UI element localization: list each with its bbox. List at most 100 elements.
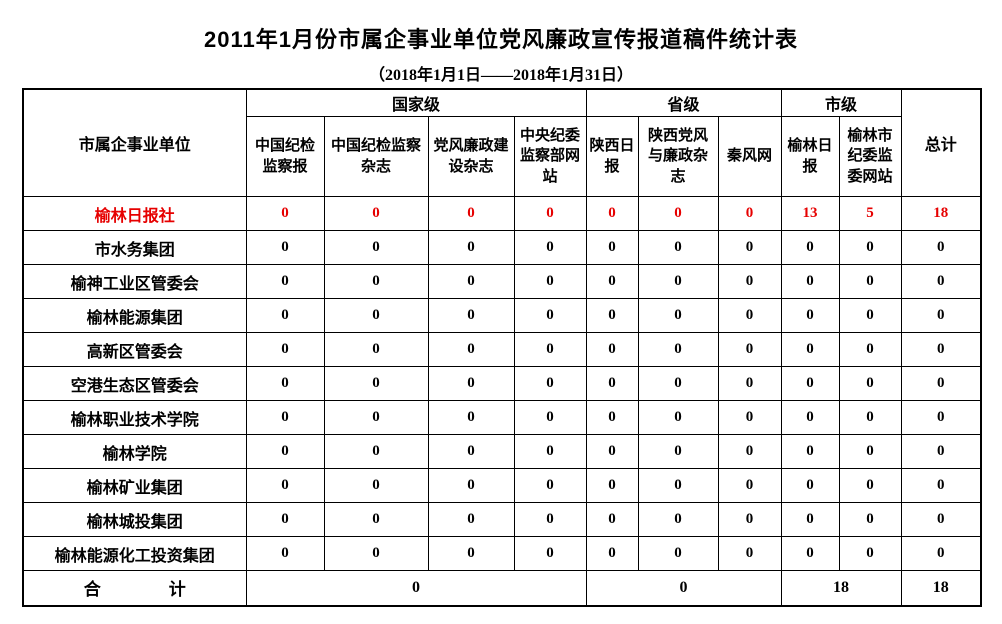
footer-total-label: 合 计 — [22, 570, 247, 606]
group-header-national: 国家级 — [245, 88, 587, 117]
value-cell: 0 — [585, 502, 639, 537]
value-cell: 0 — [323, 366, 429, 401]
value-cell: 0 — [323, 264, 429, 299]
table-row: 榆林能源化工投资集团 0 0 0 0 0 0 0 0 0 0 — [22, 536, 982, 571]
value-cell: 0 — [780, 400, 840, 435]
value-cell: 0 — [245, 332, 325, 367]
table-row: 榆林矿业集团 0 0 0 0 0 0 0 0 0 0 — [22, 468, 982, 503]
value-cell: 0 — [637, 502, 719, 537]
value-cell: 0 — [585, 468, 639, 503]
value-cell: 0 — [780, 298, 840, 333]
value-cell: 0 — [900, 502, 982, 537]
value-cell: 13 — [780, 196, 840, 231]
footer-grand-total: 18 — [900, 570, 982, 606]
value-cell: 0 — [427, 332, 515, 367]
table-row: 榆林城投集团 0 0 0 0 0 0 0 0 0 0 — [22, 502, 982, 537]
table-footer: 合 计 0 0 18 18 — [22, 570, 982, 606]
table-header: 市属企事业单位 国家级 省级 市级 总计 中国纪检监察报 中国纪检监察杂志 党风… — [22, 88, 982, 197]
value-cell: 0 — [838, 468, 902, 503]
value-cell: 0 — [717, 332, 782, 367]
column-header-city-1: 榆林日报 — [780, 116, 840, 197]
value-cell: 0 — [513, 536, 587, 571]
value-cell: 0 — [245, 366, 325, 401]
table-row: 市水务集团 0 0 0 0 0 0 0 0 0 0 — [22, 230, 982, 265]
value-cell: 0 — [585, 230, 639, 265]
value-cell: 0 — [900, 230, 982, 265]
value-cell: 0 — [513, 400, 587, 435]
value-cell: 0 — [323, 230, 429, 265]
group-header-row: 市属企事业单位 国家级 省级 市级 总计 — [22, 88, 982, 197]
value-cell: 0 — [838, 298, 902, 333]
value-cell: 0 — [780, 332, 840, 367]
unit-name-cell: 榆林职业技术学院 — [22, 400, 247, 435]
value-cell: 0 — [427, 468, 515, 503]
value-cell: 0 — [245, 264, 325, 299]
column-header-national-2: 中国纪检监察杂志 — [323, 116, 429, 197]
table-body: 榆林日报社 0 0 0 0 0 0 0 13 5 18 市水务集团 0 0 0 0 0 0 0 0 0 0 榆神工业区管委会… — [22, 196, 982, 571]
table-row: 榆林学院 0 0 0 0 0 0 0 0 0 0 — [22, 434, 982, 469]
value-cell: 0 — [637, 298, 719, 333]
value-cell: 0 — [780, 468, 840, 503]
value-cell: 0 — [717, 536, 782, 571]
table-row: 榆林职业技术学院 0 0 0 0 0 0 0 0 0 0 — [22, 400, 982, 435]
unit-name-cell: 榆林矿业集团 — [22, 468, 247, 503]
unit-name-cell: 榆林能源化工投资集团 — [22, 536, 247, 571]
value-cell: 0 — [427, 264, 515, 299]
unit-name-cell: 市水务集团 — [22, 230, 247, 265]
value-cell: 0 — [513, 332, 587, 367]
value-cell: 5 — [838, 196, 902, 231]
value-cell: 0 — [513, 502, 587, 537]
value-cell: 0 — [323, 434, 429, 469]
value-cell: 0 — [637, 400, 719, 435]
value-cell: 0 — [637, 332, 719, 367]
column-header-provincial-1: 陕西日报 — [585, 116, 639, 197]
value-cell: 0 — [717, 264, 782, 299]
value-cell: 0 — [513, 196, 587, 231]
value-cell: 0 — [838, 400, 902, 435]
value-cell: 0 — [717, 468, 782, 503]
footer-city-total: 18 — [780, 570, 902, 606]
value-cell: 0 — [780, 230, 840, 265]
value-cell: 0 — [323, 468, 429, 503]
value-cell: 0 — [717, 502, 782, 537]
value-cell: 0 — [585, 366, 639, 401]
table-row: 榆神工业区管委会 0 0 0 0 0 0 0 0 0 0 — [22, 264, 982, 299]
value-cell: 0 — [717, 366, 782, 401]
value-cell: 0 — [585, 196, 639, 231]
value-cell: 0 — [637, 434, 719, 469]
value-cell: 0 — [717, 230, 782, 265]
footer-provincial-total: 0 — [585, 570, 782, 606]
value-cell: 0 — [323, 196, 429, 231]
value-cell: 0 — [717, 298, 782, 333]
value-cell: 0 — [245, 502, 325, 537]
value-cell: 0 — [838, 366, 902, 401]
value-cell: 0 — [427, 400, 515, 435]
value-cell: 0 — [900, 536, 982, 571]
value-cell: 18 — [900, 196, 982, 231]
footer-national-total: 0 — [245, 570, 587, 606]
value-cell: 0 — [637, 366, 719, 401]
value-cell: 0 — [838, 502, 902, 537]
value-cell: 0 — [323, 298, 429, 333]
value-cell: 0 — [838, 230, 902, 265]
unit-name-cell: 榆林城投集团 — [22, 502, 247, 537]
value-cell: 0 — [637, 468, 719, 503]
unit-name-cell: 空港生态区管委会 — [22, 366, 247, 401]
value-cell: 0 — [838, 434, 902, 469]
value-cell: 0 — [245, 434, 325, 469]
value-cell: 0 — [900, 298, 982, 333]
value-cell: 0 — [245, 468, 325, 503]
value-cell: 0 — [245, 536, 325, 571]
column-header-provincial-2: 陕西党风与廉政杂志 — [637, 116, 719, 197]
page-subtitle: （2018年1月1日——2018年1月31日） — [368, 67, 633, 84]
value-cell: 0 — [323, 400, 429, 435]
value-cell: 0 — [585, 332, 639, 367]
value-cell: 0 — [780, 264, 840, 299]
value-cell: 0 — [323, 536, 429, 571]
value-cell: 0 — [717, 400, 782, 435]
column-header-national-1: 中国纪检监察报 — [245, 116, 325, 197]
unit-name-cell: 高新区管委会 — [22, 332, 247, 367]
value-cell: 0 — [323, 502, 429, 537]
value-cell: 0 — [637, 536, 719, 571]
total-row: 合 计 0 0 18 18 — [22, 570, 982, 606]
